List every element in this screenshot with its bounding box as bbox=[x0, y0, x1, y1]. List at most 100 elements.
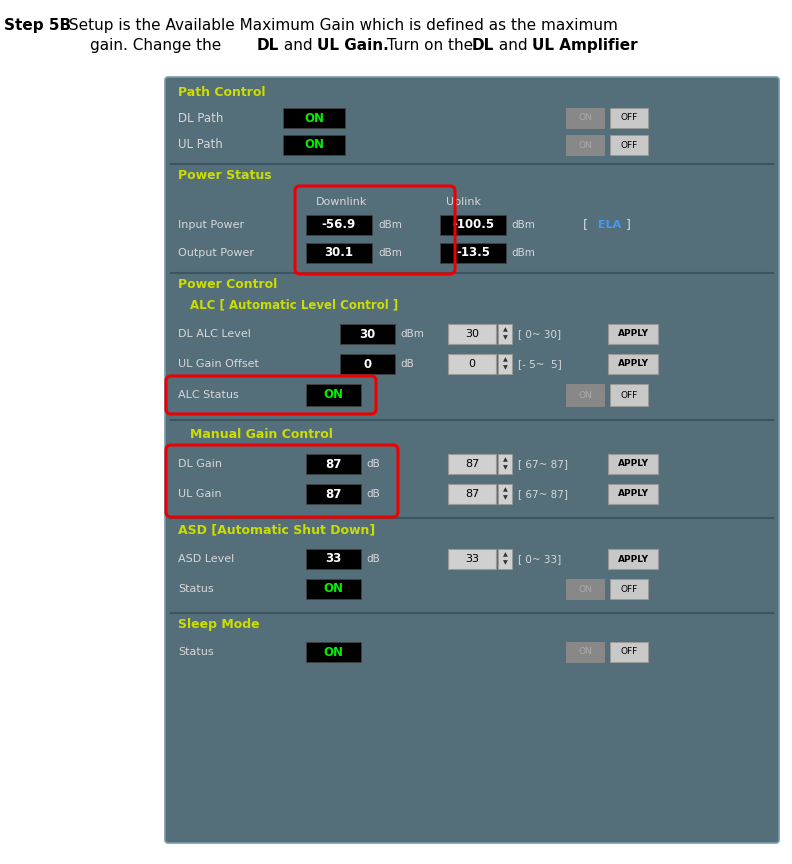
Text: ON: ON bbox=[578, 141, 592, 149]
Text: ▲: ▲ bbox=[503, 357, 508, 362]
Text: ON: ON bbox=[578, 647, 592, 657]
Text: -100.5: -100.5 bbox=[452, 219, 494, 232]
Text: ON: ON bbox=[578, 113, 592, 123]
Bar bbox=[608, 549, 658, 569]
Text: DL Gain: DL Gain bbox=[178, 459, 222, 469]
Text: dB: dB bbox=[366, 554, 379, 564]
Bar bbox=[306, 243, 372, 263]
Bar bbox=[448, 354, 496, 374]
Bar bbox=[306, 215, 372, 235]
Text: ▲: ▲ bbox=[503, 457, 508, 462]
Text: dBm: dBm bbox=[511, 220, 535, 230]
Text: OFF: OFF bbox=[620, 585, 638, 594]
Bar bbox=[448, 454, 496, 474]
Bar bbox=[608, 354, 658, 374]
Text: [ 0~ 30]: [ 0~ 30] bbox=[518, 329, 561, 339]
Bar bbox=[440, 215, 506, 235]
Text: ON: ON bbox=[578, 391, 592, 399]
Text: Downlink: Downlink bbox=[316, 197, 367, 207]
Text: dBm: dBm bbox=[400, 329, 424, 339]
Text: UL Gain: UL Gain bbox=[178, 489, 222, 499]
Text: and: and bbox=[494, 38, 532, 53]
Bar bbox=[448, 549, 496, 569]
Text: ASD Level: ASD Level bbox=[178, 554, 234, 564]
Text: ▲: ▲ bbox=[503, 552, 508, 557]
Text: OFF: OFF bbox=[620, 647, 638, 657]
Text: OFF: OFF bbox=[620, 391, 638, 399]
Text: [- 5~  5]: [- 5~ 5] bbox=[518, 359, 562, 369]
Bar bbox=[440, 243, 506, 263]
Text: ▼: ▼ bbox=[503, 465, 508, 470]
Text: [ 67~ 87]: [ 67~ 87] bbox=[518, 459, 568, 469]
Bar bbox=[610, 108, 648, 128]
Text: 33: 33 bbox=[465, 554, 479, 564]
Text: Status: Status bbox=[178, 647, 214, 657]
Text: Uplink: Uplink bbox=[446, 197, 481, 207]
Bar bbox=[448, 484, 496, 504]
Text: ▼: ▼ bbox=[503, 335, 508, 340]
Text: 30: 30 bbox=[360, 327, 375, 340]
Text: APPLY: APPLY bbox=[618, 460, 649, 468]
Text: Input Power: Input Power bbox=[178, 220, 244, 230]
Bar bbox=[498, 354, 512, 374]
Text: 30.1: 30.1 bbox=[325, 246, 353, 259]
Text: ALC [ Automatic Level Control ]: ALC [ Automatic Level Control ] bbox=[190, 298, 398, 311]
Bar bbox=[566, 384, 604, 406]
Bar bbox=[498, 484, 512, 504]
Text: ▼: ▼ bbox=[503, 365, 508, 370]
Bar bbox=[610, 135, 648, 155]
Text: DL: DL bbox=[472, 38, 494, 53]
Text: DL Path: DL Path bbox=[178, 111, 223, 124]
Bar bbox=[283, 135, 345, 155]
Text: 87: 87 bbox=[465, 459, 479, 469]
Text: 87: 87 bbox=[326, 487, 341, 500]
Text: dBm: dBm bbox=[378, 248, 402, 258]
Text: [: [ bbox=[583, 219, 588, 232]
Text: ▼: ▼ bbox=[503, 495, 508, 500]
Bar bbox=[608, 324, 658, 344]
Text: APPLY: APPLY bbox=[618, 359, 649, 369]
Bar bbox=[608, 484, 658, 504]
Text: APPLY: APPLY bbox=[618, 329, 649, 339]
Text: ON: ON bbox=[304, 111, 324, 124]
Bar bbox=[610, 579, 648, 599]
Bar bbox=[340, 324, 395, 344]
Bar bbox=[608, 454, 658, 474]
Bar bbox=[498, 324, 512, 344]
Bar bbox=[306, 579, 361, 599]
Text: Turn on the: Turn on the bbox=[382, 38, 478, 53]
Bar bbox=[566, 108, 604, 128]
Text: Setup is the Available Maximum Gain which is defined as the maximum: Setup is the Available Maximum Gain whic… bbox=[64, 18, 618, 33]
Bar bbox=[610, 642, 648, 662]
Bar bbox=[306, 454, 361, 474]
Text: ELA: ELA bbox=[598, 220, 621, 230]
Bar bbox=[566, 642, 604, 662]
Text: Power Status: Power Status bbox=[178, 169, 272, 182]
Text: Status: Status bbox=[178, 584, 214, 594]
Text: OFF: OFF bbox=[620, 113, 638, 123]
Text: 30: 30 bbox=[465, 329, 479, 339]
Text: APPLY: APPLY bbox=[618, 490, 649, 499]
Text: ▼: ▼ bbox=[503, 560, 508, 565]
Text: and: and bbox=[279, 38, 318, 53]
Bar bbox=[306, 642, 361, 662]
Text: UL Gain.: UL Gain. bbox=[317, 38, 389, 53]
Bar bbox=[498, 549, 512, 569]
Text: ON: ON bbox=[323, 389, 344, 402]
Text: 33: 33 bbox=[326, 552, 341, 566]
Text: ON: ON bbox=[323, 582, 344, 595]
Text: 87: 87 bbox=[326, 458, 341, 471]
Text: ON: ON bbox=[578, 585, 592, 594]
Text: ON: ON bbox=[304, 138, 324, 151]
Bar bbox=[306, 384, 361, 406]
Bar bbox=[306, 549, 361, 569]
Text: ON: ON bbox=[323, 645, 344, 658]
Text: Step 5B: Step 5B bbox=[4, 18, 71, 33]
FancyBboxPatch shape bbox=[165, 77, 779, 843]
Text: -13.5: -13.5 bbox=[456, 246, 490, 259]
Text: Manual Gain Control: Manual Gain Control bbox=[190, 428, 333, 441]
Text: OFF: OFF bbox=[620, 141, 638, 149]
Text: dB: dB bbox=[366, 459, 379, 469]
Text: 0: 0 bbox=[364, 358, 371, 371]
Text: dBm: dBm bbox=[511, 248, 535, 258]
